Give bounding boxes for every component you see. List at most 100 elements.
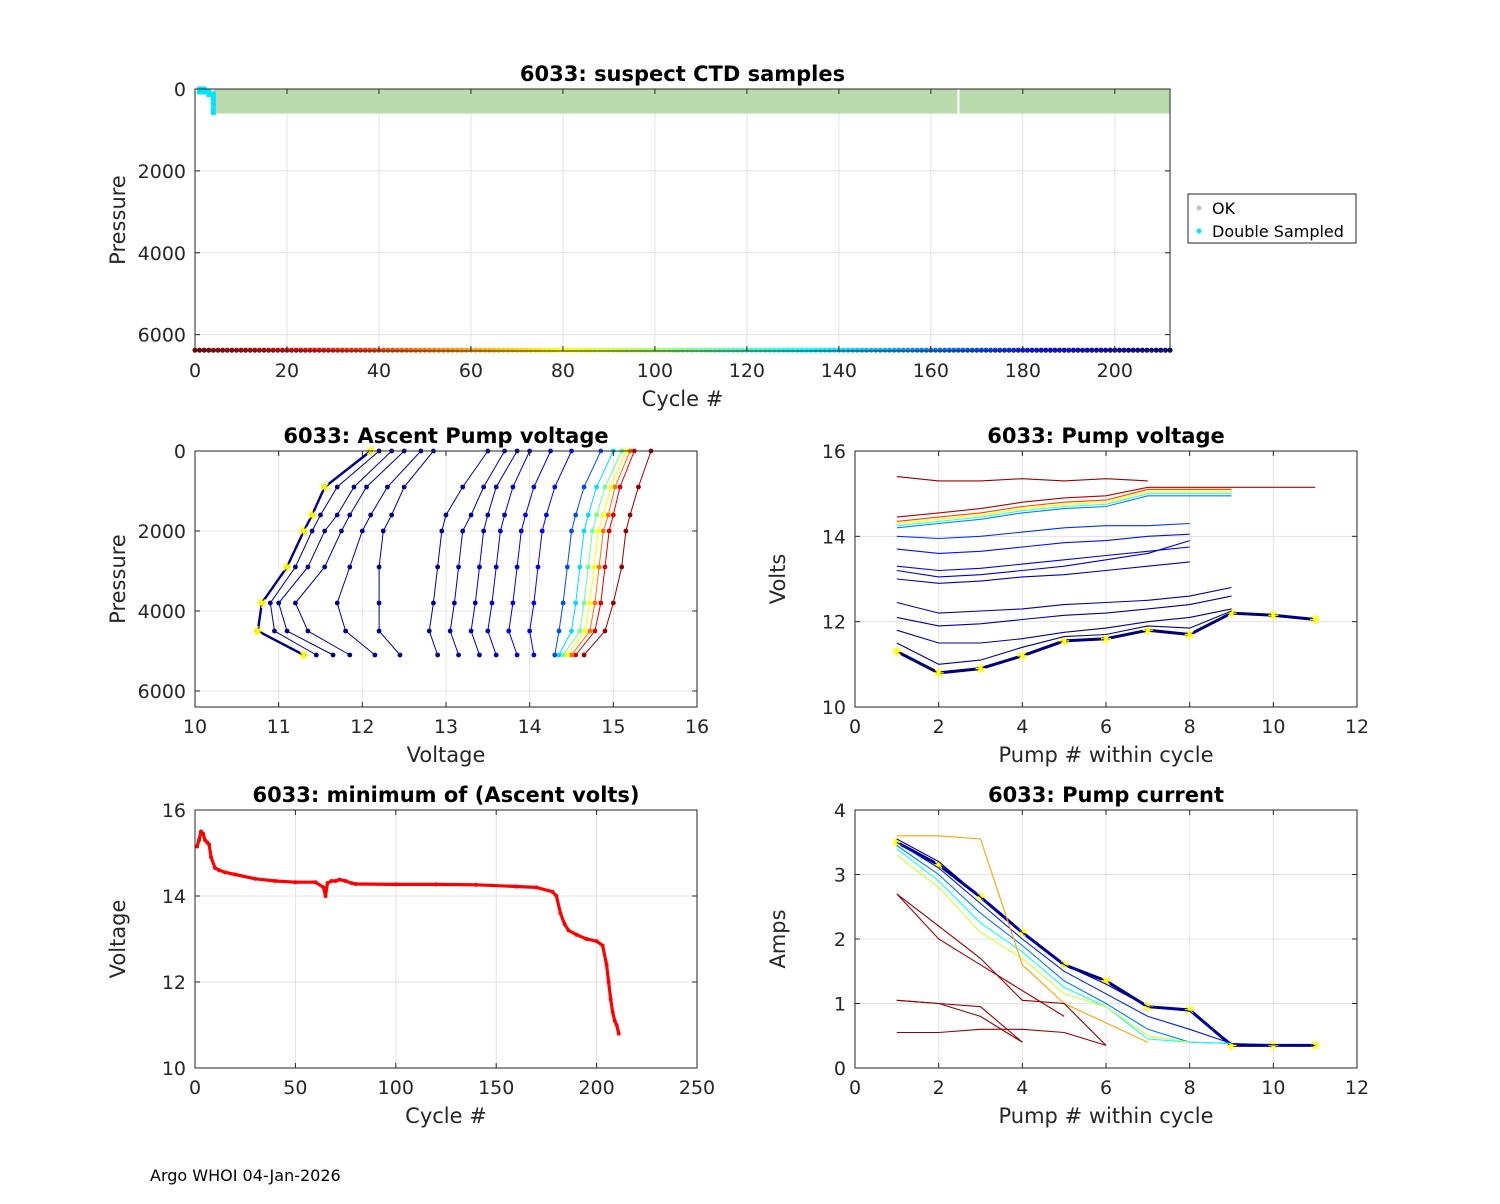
cycle-marker bbox=[390, 347, 396, 353]
y-tick-label: 16 bbox=[162, 800, 186, 822]
highlight-star-marker bbox=[1226, 1040, 1237, 1051]
ascent-point bbox=[493, 484, 499, 490]
cycle-marker bbox=[201, 347, 207, 353]
cycle-marker bbox=[597, 347, 603, 353]
min-volts-point bbox=[349, 881, 354, 886]
min-volts-point bbox=[550, 889, 555, 894]
cycle-marker bbox=[969, 347, 975, 353]
cycle-marker bbox=[689, 347, 695, 353]
cycle-marker bbox=[256, 347, 262, 353]
cycle-marker bbox=[1093, 347, 1100, 353]
cycle-marker bbox=[1153, 347, 1159, 353]
cycle-marker bbox=[675, 347, 681, 353]
x-axis-label: Cycle # bbox=[405, 1104, 487, 1128]
ascent-point bbox=[581, 528, 587, 534]
min-volts-point bbox=[514, 884, 519, 889]
ascent-point bbox=[447, 628, 453, 634]
cycle-marker bbox=[592, 347, 598, 353]
cycle-marker bbox=[270, 347, 276, 353]
cycle-marker bbox=[794, 347, 801, 353]
cycle-marker bbox=[233, 347, 239, 353]
x-tick-label: 14 bbox=[518, 716, 542, 738]
ascent-point bbox=[552, 484, 558, 490]
highlight-star-marker bbox=[1101, 633, 1111, 644]
axes-box bbox=[194, 809, 698, 1069]
highlight-star-marker bbox=[1268, 1040, 1279, 1051]
cycle-marker bbox=[353, 347, 359, 353]
cycle-marker bbox=[551, 347, 557, 353]
ascent-point bbox=[376, 564, 382, 570]
cycle-marker bbox=[923, 347, 929, 353]
x-tick-label: 40 bbox=[367, 360, 391, 382]
ascent-point bbox=[339, 528, 344, 534]
ascent-point bbox=[531, 600, 537, 606]
cycle-marker bbox=[937, 347, 943, 353]
cycle-marker bbox=[698, 347, 704, 353]
x-tick-label: 20 bbox=[275, 360, 299, 382]
cycle-marker bbox=[307, 347, 313, 353]
ascent-point bbox=[460, 484, 466, 490]
cycle-marker bbox=[334, 347, 341, 353]
x-tick-label: 12 bbox=[1345, 716, 1369, 738]
cycle-marker bbox=[1080, 347, 1086, 353]
cycle-marker bbox=[988, 347, 994, 353]
cycle-marker bbox=[900, 347, 906, 353]
ascent-point bbox=[322, 564, 328, 570]
y-tick-label: 2 bbox=[834, 929, 846, 951]
cycle-marker bbox=[229, 347, 235, 353]
cycle-marker bbox=[702, 347, 709, 353]
ascent-point bbox=[619, 564, 625, 570]
cycle-marker bbox=[827, 347, 833, 353]
x-tick-label: 0 bbox=[189, 360, 201, 382]
cycle-marker bbox=[753, 347, 759, 353]
cycle-marker bbox=[799, 347, 805, 353]
cycle-marker bbox=[840, 347, 847, 353]
x-axis-label: Pump # within cycle bbox=[999, 1104, 1214, 1128]
cycle-marker bbox=[1098, 347, 1104, 353]
highlight-star-marker bbox=[1310, 614, 1321, 625]
ascent-point bbox=[510, 600, 516, 606]
min-volts-point bbox=[566, 928, 571, 933]
highlight-star-marker bbox=[1226, 608, 1237, 619]
x-tick-label: 180 bbox=[1005, 360, 1041, 382]
ascent-point bbox=[468, 512, 474, 518]
ascent-point bbox=[309, 528, 315, 534]
ascent-series-line bbox=[378, 450, 434, 656]
cycle-marker bbox=[242, 347, 249, 353]
y-tick-label: 14 bbox=[162, 886, 186, 908]
cycle-marker bbox=[302, 347, 308, 353]
y-tick-label: 0 bbox=[174, 79, 186, 101]
cycle-marker bbox=[422, 347, 428, 353]
min-volts-point bbox=[584, 937, 589, 941]
min-volts-point bbox=[329, 878, 334, 883]
x-tick-label: 6 bbox=[1100, 1077, 1112, 1099]
cycle-marker bbox=[426, 347, 433, 353]
highlight-star-marker bbox=[298, 650, 309, 660]
cycle-marker bbox=[978, 347, 985, 353]
cycle-marker bbox=[606, 347, 612, 353]
min-volts-point bbox=[608, 997, 613, 1002]
cycle-marker bbox=[629, 347, 635, 353]
min-volts-point bbox=[594, 939, 599, 944]
x-tick-label: 8 bbox=[1184, 1077, 1196, 1099]
cycle-marker bbox=[813, 347, 819, 353]
legend-ok-label: OK bbox=[1212, 199, 1236, 218]
cycle-marker bbox=[394, 347, 400, 353]
ascent-point bbox=[585, 564, 591, 570]
ascent-point bbox=[617, 484, 623, 490]
ascent-series-line bbox=[336, 450, 422, 656]
y-tick-label: 4000 bbox=[138, 601, 186, 623]
pump-series-line bbox=[896, 493, 1232, 527]
pump-series-line bbox=[896, 845, 1232, 1045]
cycle-marker bbox=[1116, 347, 1123, 353]
legend-double-sampled-label: Double Sampled bbox=[1212, 222, 1344, 241]
cycle-marker bbox=[886, 347, 893, 353]
ascent-point bbox=[305, 564, 311, 570]
cycle-marker bbox=[261, 347, 267, 353]
cycle-marker bbox=[638, 347, 644, 353]
cycle-marker bbox=[1015, 347, 1021, 353]
ascent-point bbox=[600, 528, 606, 534]
x-tick-label: 6 bbox=[1100, 716, 1112, 738]
pump-series-line bbox=[896, 546, 1190, 572]
cycle-marker bbox=[1038, 347, 1044, 353]
